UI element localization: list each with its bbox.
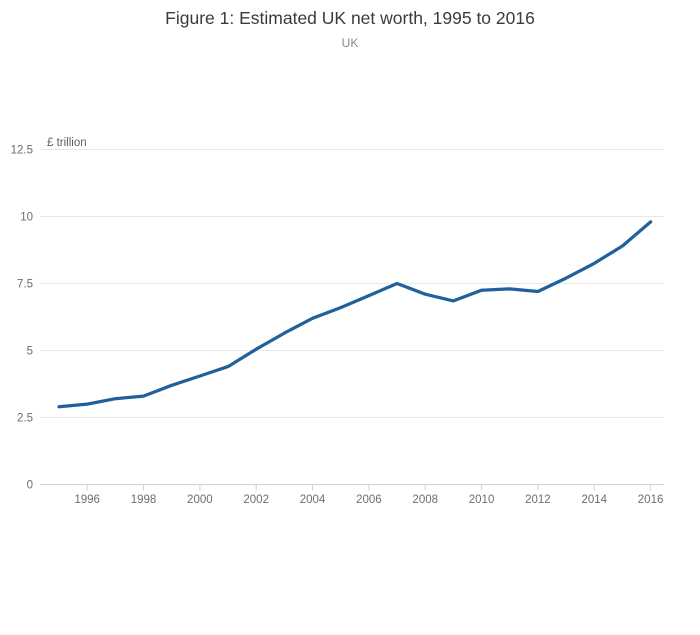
- net-worth-line-series: [57, 220, 653, 409]
- svg-text:2014: 2014: [581, 494, 607, 506]
- svg-text:0: 0: [27, 480, 33, 492]
- svg-text:2.5: 2.5: [17, 413, 33, 425]
- svg-text:2004: 2004: [300, 494, 326, 506]
- chart-title: Figure 1: Estimated UK net worth, 1995 t…: [165, 8, 535, 28]
- svg-text:5: 5: [27, 346, 33, 358]
- x-axis-tick-labels: 1996 1998 2000 2002 2004 2006 2008 2010 2012 2014…: [74, 494, 663, 506]
- gridlines: [40, 149, 664, 485]
- svg-text:2000: 2000: [187, 494, 213, 506]
- x-axis-tick-marks: [86, 484, 652, 491]
- svg-text:1996: 1996: [74, 494, 100, 506]
- svg-text:1998: 1998: [131, 494, 157, 506]
- svg-text:2002: 2002: [243, 494, 269, 506]
- svg-text:2008: 2008: [412, 494, 438, 506]
- y-axis-unit-label: £ trillion: [47, 137, 87, 149]
- svg-text:2006: 2006: [356, 494, 382, 506]
- svg-text:2016: 2016: [638, 494, 664, 506]
- chart-subtitle: UK: [342, 36, 359, 50]
- svg-text:10: 10: [20, 212, 33, 224]
- svg-text:7.5: 7.5: [17, 279, 33, 291]
- svg-text:12.5: 12.5: [11, 145, 33, 157]
- y-axis-tick-labels: 0 2.5 5 7.5 10 12.5: [11, 145, 33, 492]
- svg-text:2012: 2012: [525, 494, 551, 506]
- svg-text:2010: 2010: [469, 494, 495, 506]
